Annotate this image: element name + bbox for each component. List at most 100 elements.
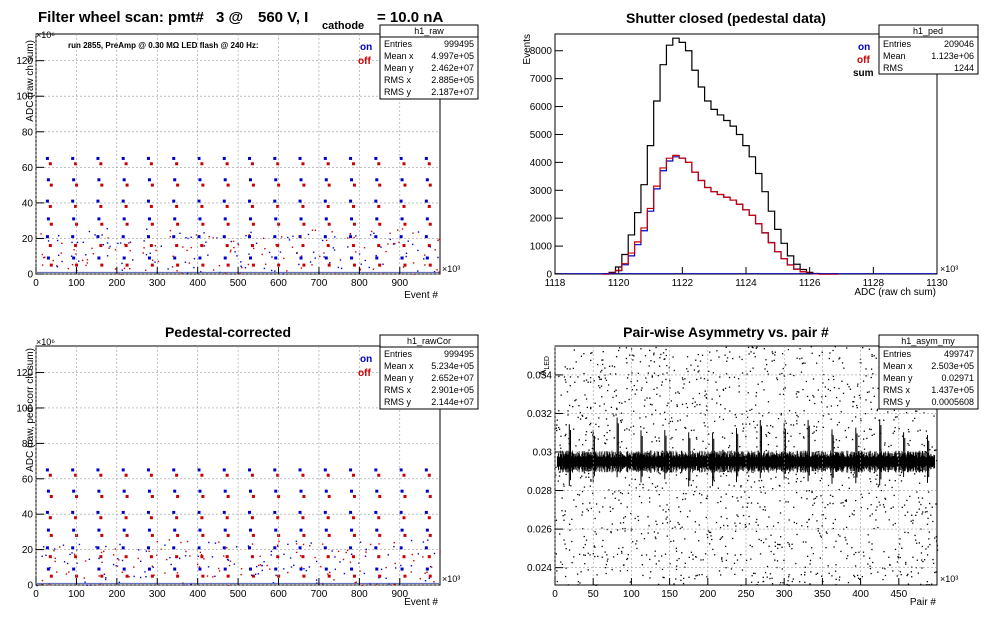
data-point (767, 443, 770, 446)
data-point (666, 516, 668, 518)
data-point (726, 553, 729, 555)
data-point (661, 450, 663, 452)
data-point (918, 501, 920, 503)
data-point (575, 399, 577, 401)
data-point (811, 491, 813, 494)
data-point (856, 385, 859, 387)
data-point (809, 563, 811, 565)
stats-label: Mean x (883, 361, 913, 371)
data-point (248, 510, 252, 514)
data-point (720, 516, 722, 518)
data-point (427, 473, 431, 477)
data-point (78, 260, 80, 262)
data-point (756, 424, 758, 426)
data-point (56, 265, 58, 267)
data-point (91, 247, 93, 250)
stats-value: 2.187e+07 (431, 87, 474, 97)
data-point (72, 489, 76, 493)
data-point (626, 377, 629, 379)
data-point (583, 472, 586, 474)
data-point (106, 227, 108, 230)
data-point (567, 410, 569, 412)
data-point (144, 269, 147, 271)
data-point (560, 447, 562, 449)
data-point (88, 230, 91, 233)
data-point (223, 489, 227, 493)
data-point (299, 567, 303, 571)
data-point (872, 387, 874, 389)
data-point (575, 361, 577, 363)
data-point (150, 222, 154, 226)
data-point (596, 584, 598, 586)
data-point (894, 548, 897, 551)
data-point (320, 565, 322, 568)
stats-value: 1.123e+06 (931, 51, 974, 61)
data-point (78, 543, 81, 546)
data-point (278, 540, 280, 543)
data-point (590, 431, 593, 434)
data-point (788, 574, 790, 576)
data-point (326, 162, 330, 166)
data-point (796, 420, 798, 422)
data-point (726, 357, 729, 359)
data-point (323, 156, 327, 160)
data-point (72, 217, 76, 221)
data-point (686, 368, 688, 370)
data-point (226, 558, 229, 561)
data-point (189, 555, 191, 557)
data-point (671, 420, 674, 423)
data-point (103, 573, 106, 575)
data-point (405, 255, 407, 258)
page-title: Filter wheel scan: pmt# 3 @ 560 V, I cat… (38, 9, 443, 32)
data-point (564, 514, 566, 516)
data-point (779, 512, 782, 514)
data-point (694, 531, 696, 533)
data-point (873, 355, 875, 357)
data-point (703, 422, 705, 424)
data-point (822, 514, 824, 516)
data-point (350, 217, 354, 221)
data-point (917, 572, 920, 574)
data-point (671, 527, 674, 529)
data-point (664, 553, 667, 555)
data-point (832, 527, 834, 530)
data-point (876, 408, 879, 410)
data-point (726, 517, 728, 520)
data-point (72, 178, 76, 182)
data-point (706, 409, 708, 411)
data-point (354, 581, 356, 584)
data-point (402, 266, 405, 268)
stats-box: h1_asym_my Entries 499747 Mean x 2.503e+… (878, 334, 979, 410)
data-point (643, 427, 645, 429)
data-point (636, 389, 638, 391)
data-point (917, 430, 919, 432)
data-point (919, 429, 921, 431)
data-point (917, 497, 920, 499)
data-point (911, 576, 913, 578)
data-point (585, 417, 588, 419)
data-point (764, 492, 767, 494)
data-point (665, 378, 667, 381)
data-point (621, 419, 623, 421)
data-point (425, 256, 429, 260)
data-point (689, 510, 691, 512)
data-point (656, 387, 658, 389)
data-point (866, 437, 868, 440)
data-point (583, 486, 586, 488)
data-point (201, 555, 203, 557)
data-point (251, 263, 255, 267)
data-point (186, 272, 189, 274)
data-point (67, 267, 70, 270)
data-point (263, 561, 265, 563)
data-point (293, 564, 295, 567)
data-point (853, 396, 856, 398)
data-point (337, 550, 340, 553)
data-point (422, 556, 424, 558)
data-point (728, 376, 731, 379)
data-point (590, 406, 592, 409)
data-point (615, 414, 617, 416)
data-point (98, 557, 100, 560)
data-point (137, 557, 139, 560)
data-point (299, 217, 303, 221)
data-point (755, 530, 758, 532)
